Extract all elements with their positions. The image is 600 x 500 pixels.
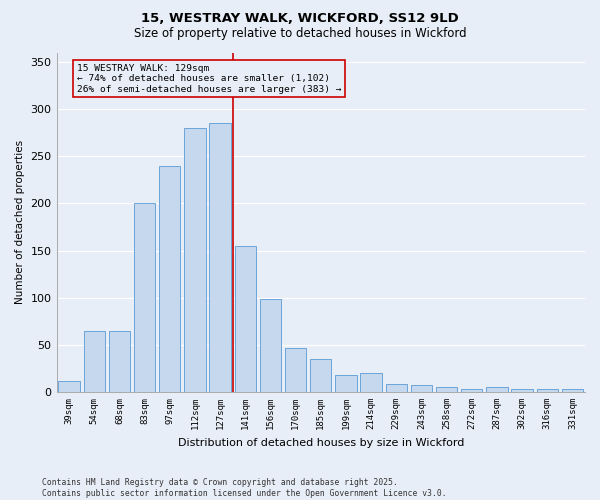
Bar bbox=[235, 246, 256, 392]
Bar bbox=[109, 330, 130, 392]
Text: 15, WESTRAY WALK, WICKFORD, SS12 9LD: 15, WESTRAY WALK, WICKFORD, SS12 9LD bbox=[141, 12, 459, 26]
Bar bbox=[134, 204, 155, 392]
Text: Contains HM Land Registry data © Crown copyright and database right 2025.
Contai: Contains HM Land Registry data © Crown c… bbox=[42, 478, 446, 498]
X-axis label: Distribution of detached houses by size in Wickford: Distribution of detached houses by size … bbox=[178, 438, 464, 448]
Bar bbox=[184, 128, 206, 392]
Bar bbox=[411, 386, 432, 392]
Bar bbox=[461, 389, 482, 392]
Bar bbox=[285, 348, 307, 392]
Bar bbox=[386, 384, 407, 392]
Bar bbox=[310, 359, 331, 392]
Bar bbox=[536, 389, 558, 392]
Text: Size of property relative to detached houses in Wickford: Size of property relative to detached ho… bbox=[134, 28, 466, 40]
Bar bbox=[335, 375, 356, 392]
Bar bbox=[486, 388, 508, 392]
Bar bbox=[361, 373, 382, 392]
Bar bbox=[436, 388, 457, 392]
Bar bbox=[209, 123, 231, 392]
Bar bbox=[83, 330, 105, 392]
Bar bbox=[58, 380, 80, 392]
Bar bbox=[260, 298, 281, 392]
Y-axis label: Number of detached properties: Number of detached properties bbox=[15, 140, 25, 304]
Bar bbox=[511, 389, 533, 392]
Bar bbox=[562, 389, 583, 392]
Bar bbox=[159, 166, 181, 392]
Text: 15 WESTRAY WALK: 129sqm
← 74% of detached houses are smaller (1,102)
26% of semi: 15 WESTRAY WALK: 129sqm ← 74% of detache… bbox=[77, 64, 341, 94]
